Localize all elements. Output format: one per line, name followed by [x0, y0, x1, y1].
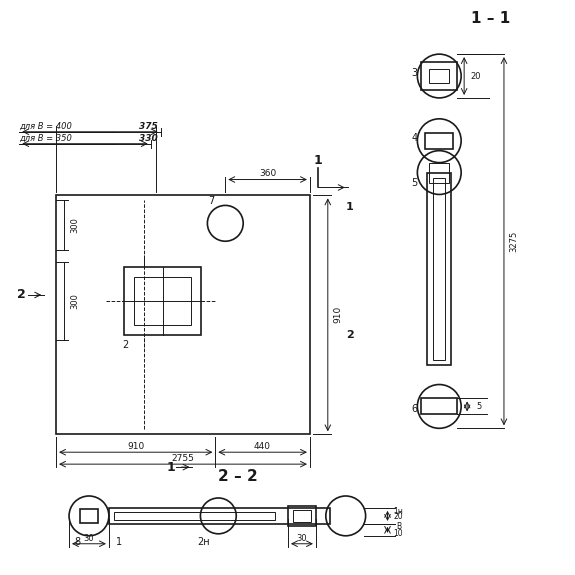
Text: для В = 400: для В = 400 [20, 122, 72, 131]
Bar [434, 178, 445, 359]
Text: для В = 350: для В = 350 [20, 134, 72, 143]
Text: 1: 1 [166, 461, 175, 474]
Text: 20: 20 [394, 512, 403, 522]
Text: 5: 5 [477, 402, 482, 411]
Text: 3275: 3275 [509, 231, 519, 252]
Text: 1н: 1н [393, 507, 404, 516]
Bar [293, 510, 311, 522]
Text: 1: 1 [346, 202, 354, 212]
Bar [114, 512, 275, 520]
Text: 1: 1 [116, 537, 122, 547]
Text: 2н: 2н [197, 537, 210, 547]
Text: 360: 360 [259, 169, 276, 178]
Bar [109, 508, 330, 524]
Bar [427, 172, 451, 365]
Text: 5: 5 [411, 178, 417, 187]
Text: 2: 2 [346, 330, 354, 340]
Bar [134, 277, 191, 325]
Text: 10: 10 [394, 530, 403, 538]
Text: В: В [396, 522, 401, 531]
Text: 2: 2 [17, 289, 26, 301]
Text: 7: 7 [208, 197, 214, 206]
Text: 8: 8 [74, 537, 80, 547]
Text: 6: 6 [411, 404, 417, 415]
Bar [288, 506, 316, 526]
Text: 440: 440 [254, 442, 271, 451]
Bar [430, 69, 449, 83]
Text: 375: 375 [139, 122, 158, 131]
Text: 20: 20 [471, 71, 481, 80]
Text: 330: 330 [139, 134, 158, 143]
Bar [426, 133, 453, 149]
Text: 2 – 2: 2 – 2 [218, 469, 258, 484]
Text: 30: 30 [83, 534, 94, 543]
Text: 3: 3 [411, 68, 417, 78]
Bar [421, 62, 457, 90]
Text: 910: 910 [334, 306, 342, 324]
Text: 300: 300 [71, 217, 79, 233]
Text: 1: 1 [313, 154, 322, 167]
Bar [80, 509, 98, 523]
Text: 30: 30 [297, 534, 307, 543]
Bar [421, 398, 457, 415]
Text: 1 – 1: 1 – 1 [472, 11, 511, 26]
Bar [430, 163, 449, 182]
Bar [124, 267, 201, 335]
Text: 910: 910 [127, 442, 144, 451]
Text: 2: 2 [122, 340, 129, 350]
Bar [56, 196, 310, 434]
Text: 4: 4 [411, 133, 417, 143]
Text: 2755: 2755 [171, 454, 194, 463]
Text: 300: 300 [71, 293, 79, 309]
